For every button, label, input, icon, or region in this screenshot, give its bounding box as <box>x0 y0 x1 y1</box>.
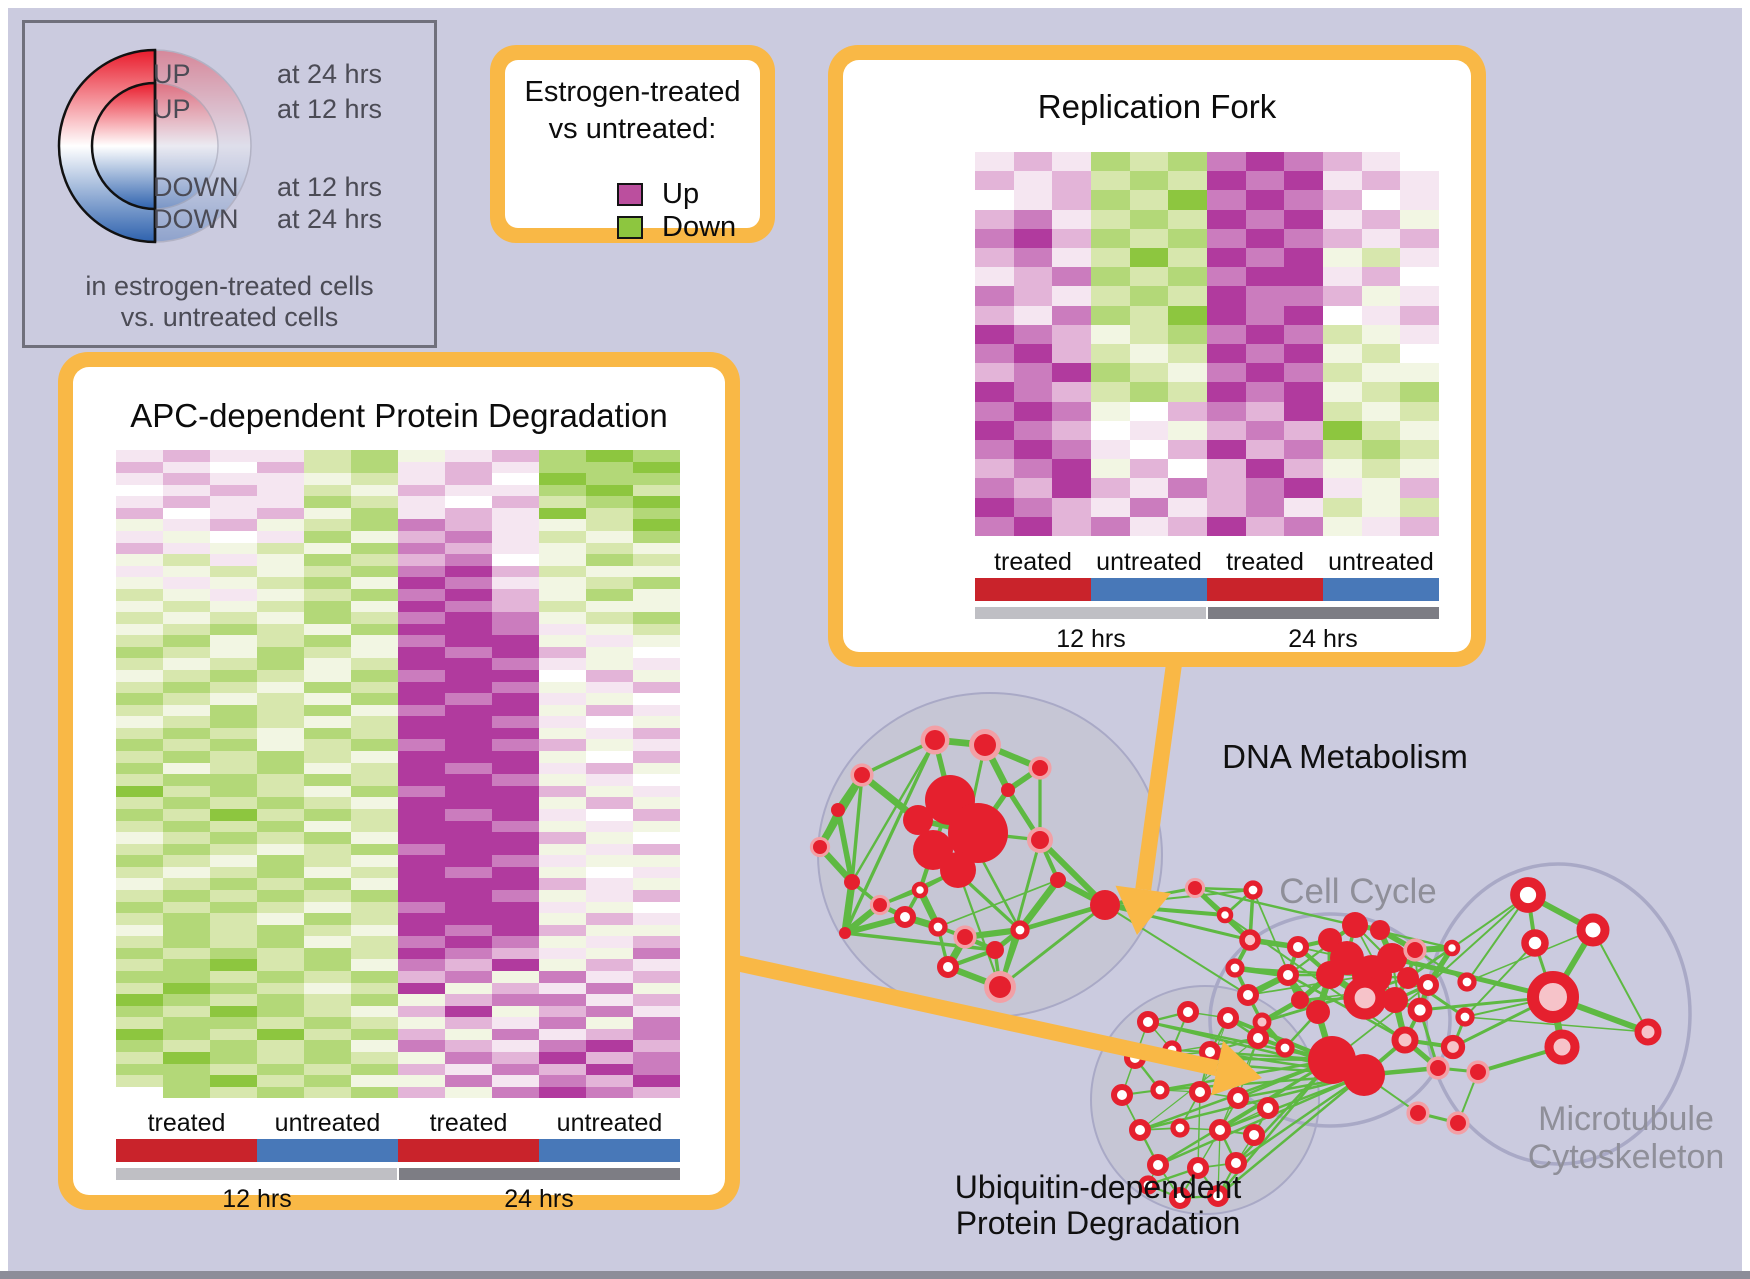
apc-treated-2-label: treated <box>429 1109 508 1137</box>
rf-untreated-1-label: untreated <box>1096 548 1202 576</box>
rf-untreated-2-label: untreated <box>1328 548 1434 576</box>
network-nodes <box>809 725 1662 1209</box>
rf-12hr-bar <box>975 607 1206 619</box>
rf-untreated-1-bar <box>1091 578 1207 601</box>
legend-down-inner-time: at 12 hrs <box>277 172 383 202</box>
apc-heatmap <box>116 450 680 1099</box>
cluster-cell-cycle <box>1208 912 1452 1128</box>
microtubule-cytoskeleton-label: Microtubule Cytoskeleton <box>1528 1100 1725 1176</box>
legend-item-down: Down <box>617 211 736 244</box>
apc-treated-1-bar <box>116 1139 257 1162</box>
apc-untreated-1-bar <box>257 1139 398 1162</box>
rf-untreated-2-bar <box>1323 578 1439 601</box>
up-label: Up <box>662 178 700 210</box>
legend-up-outer-time: at 24 hrs <box>277 59 383 89</box>
rf-treated-1-bar <box>975 578 1091 601</box>
replication-group-labels: treated untreated treated untreated <box>975 548 1439 577</box>
color-legend-title: Estrogen-treated vs untreated: <box>505 74 760 148</box>
arrow-apc-to-ubiquitin-head <box>1211 1040 1262 1096</box>
ubiquitin-label-line2: Protein Degradation <box>955 1205 1241 1241</box>
legend-down-outer: DOWN <box>153 204 239 234</box>
apc-12hr-label: 12 hrs <box>222 1185 292 1213</box>
microtubule-label-line1: Microtubule <box>1538 1100 1714 1138</box>
concentric-circle-legend-icon <box>57 48 252 244</box>
apc-panel: APC-dependent Protein Degradation treate… <box>58 352 740 1213</box>
apc-untreated-2-label: untreated <box>556 1109 663 1137</box>
replication-fork-panel: Replication Fork treated untreated treat… <box>828 45 1486 667</box>
color-legend-title-line2: vs untreated: <box>548 113 717 145</box>
apc-untreated-1-label: untreated <box>274 1109 381 1137</box>
cell-cycle-label: Cell Cycle <box>1279 872 1437 911</box>
apc-group-labels: treated untreated treated untreated <box>116 1109 680 1138</box>
apc-24hr-bar <box>397 1168 680 1180</box>
dna-metabolism-label: DNA Metabolism <box>1222 738 1468 775</box>
legend-caption-line1: in estrogen-treated cells <box>85 271 374 301</box>
apc-condition-bar <box>116 1139 680 1162</box>
down-label: Down <box>662 211 737 243</box>
arrow-replication-to-dna-head <box>1115 885 1171 935</box>
legend-caption: in estrogen-treated cells vs. untreated … <box>25 271 434 333</box>
replication-time-labels: 12 hrs 24 hrs <box>975 625 1439 654</box>
ubiquitin-label-line1: Ubiquitin-dependent <box>954 1169 1242 1205</box>
arrow-apc-to-ubiquitin-shaft <box>698 947 1219 1076</box>
ubiquitin-degradation-label: Ubiquitin-dependent Protein Degradation <box>955 1169 1241 1241</box>
rf-24hr-label: 24 hrs <box>1288 625 1358 653</box>
apc-24hr-label: 24 hrs <box>504 1185 574 1213</box>
figure-bottom-border <box>0 1271 1750 1279</box>
direction-legend-box: UP at 24 hrs UP at 12 hrs DOWN at 12 hrs… <box>22 20 437 348</box>
legend-up-inner: UP <box>153 94 191 124</box>
apc-untreated-2-bar <box>539 1139 680 1162</box>
legend-up-inner-time: at 12 hrs <box>277 94 383 124</box>
replication-fork-heatmap <box>975 152 1440 537</box>
rf-treated-1-label: treated <box>994 548 1072 576</box>
microtubule-label-line2: Cytoskeleton <box>1527 1138 1725 1176</box>
rf-24hr-bar <box>1206 607 1439 619</box>
apc-time-labels: 12 hrs 24 hrs <box>116 1185 680 1214</box>
color-legend-title-line1: Estrogen-treated <box>524 76 741 108</box>
legend-down-outer-time: at 24 hrs <box>277 204 383 234</box>
replication-fork-title: Replication Fork <box>1037 88 1277 125</box>
up-color-swatch <box>617 183 643 206</box>
apc-time-bar <box>116 1168 680 1180</box>
rf-treated-2-label: treated <box>1226 548 1304 576</box>
down-color-swatch <box>617 216 643 239</box>
replication-condition-bar <box>975 578 1439 601</box>
apc-12hr-bar <box>116 1168 397 1180</box>
legend-item-up: Up <box>617 178 699 211</box>
apc-treated-1-label: treated <box>147 1109 226 1137</box>
rf-12hr-label: 12 hrs <box>1056 625 1126 653</box>
apc-panel-title: APC-dependent Protein Degradation <box>130 397 668 434</box>
apc-treated-2-bar <box>398 1139 539 1162</box>
rf-treated-2-bar <box>1207 578 1323 601</box>
legend-down-inner: DOWN <box>153 172 239 202</box>
legend-caption-line2: vs. untreated cells <box>120 302 339 332</box>
color-legend-box: Estrogen-treated vs untreated: Up Down <box>490 45 775 243</box>
legend-up-outer: UP <box>153 59 191 89</box>
replication-time-bar <box>975 607 1439 619</box>
